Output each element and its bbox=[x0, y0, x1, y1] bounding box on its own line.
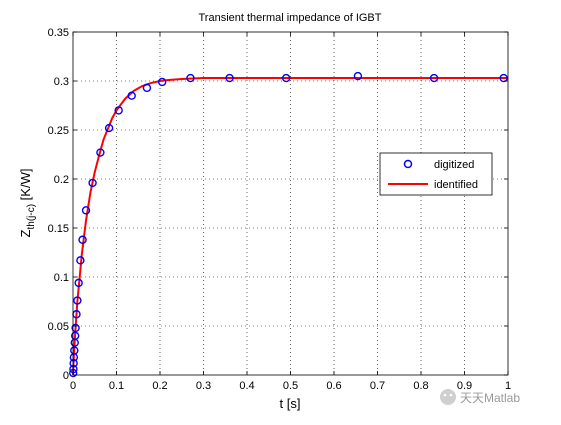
data-point-digitized bbox=[70, 331, 80, 340]
x-tick-label: 0.7 bbox=[370, 380, 385, 392]
y-tick-labels: 0 0.05 0.1 0.15 0.2 0.25 0.3 0.35 bbox=[48, 27, 69, 382]
y-tick-label: 0.25 bbox=[48, 125, 69, 137]
data-point-digitized bbox=[499, 73, 508, 83]
data-point-digitized bbox=[69, 359, 78, 368]
data-point-digitized bbox=[429, 73, 439, 83]
grid bbox=[73, 32, 508, 375]
legend-label-identified: identified bbox=[434, 179, 478, 191]
data-point-digitized bbox=[71, 323, 80, 333]
data-point-digitized bbox=[76, 256, 85, 265]
data-point-digitized bbox=[104, 123, 114, 133]
x-tick-label: 0.8 bbox=[413, 380, 428, 392]
y-tick-label: 0.15 bbox=[48, 223, 69, 235]
y-axis-label-unit: [K/W] bbox=[18, 169, 33, 204]
data-point-digitized bbox=[186, 73, 195, 83]
y-tick-label: 0.05 bbox=[48, 321, 69, 333]
y-axis-label: Zth(j-c) [K/W] bbox=[18, 169, 37, 238]
legend: digitized identified bbox=[379, 152, 493, 196]
data-point-digitized bbox=[96, 148, 105, 157]
x-tick-label: 0.5 bbox=[283, 380, 298, 392]
data-point-digitized bbox=[127, 91, 136, 100]
data-point-digitized bbox=[74, 278, 83, 288]
watermark-text: 天天Matlab bbox=[460, 391, 520, 405]
watermark-logo-eye-icon bbox=[449, 393, 453, 397]
data-point-digitized bbox=[225, 73, 234, 83]
y-axis-label-subscript: th(j-c) bbox=[26, 204, 37, 230]
data-point-digitized bbox=[88, 178, 97, 188]
legend-marker-digitized bbox=[403, 159, 413, 169]
x-tick-label: 0.2 bbox=[152, 380, 167, 392]
series-line-identified bbox=[72, 77, 508, 376]
x-tick-label: 0.4 bbox=[239, 380, 254, 392]
x-tick-label: 1 bbox=[505, 380, 511, 392]
y-tick-label: 0.3 bbox=[54, 76, 69, 88]
series-identified bbox=[72, 77, 508, 376]
x-tick-label: 0.9 bbox=[457, 380, 472, 392]
data-point-digitized bbox=[353, 71, 363, 81]
legend-label-digitized: digitized bbox=[434, 159, 474, 171]
data-point-digitized bbox=[157, 77, 167, 87]
chart-title: Transient thermal impedance of IGBT bbox=[198, 12, 381, 24]
legend-box bbox=[379, 152, 493, 196]
data-point-digitized bbox=[78, 235, 87, 244]
data-point-digitized bbox=[69, 364, 78, 374]
x-tick-label: 0.1 bbox=[109, 380, 124, 392]
x-tick-label: 0 bbox=[70, 380, 76, 392]
watermark-logo-icon bbox=[440, 389, 456, 405]
y-tick-label: 0 bbox=[63, 370, 69, 382]
data-point-digitized bbox=[142, 83, 152, 93]
plot-area bbox=[73, 32, 508, 375]
data-point-digitized bbox=[70, 346, 79, 355]
data-point-digitized bbox=[81, 206, 91, 215]
data-point-digitized bbox=[73, 296, 82, 305]
y-axis-label-main: Z bbox=[18, 229, 33, 237]
data-point-digitized bbox=[281, 73, 291, 83]
y-tick-label: 0.1 bbox=[54, 272, 69, 284]
x-axis-label: t [s] bbox=[280, 396, 301, 411]
x-tick-label: 0.3 bbox=[196, 380, 211, 392]
ticks bbox=[72, 31, 509, 376]
watermark: 天天Matlab bbox=[440, 389, 520, 405]
series-digitized bbox=[69, 71, 508, 378]
y-tick-label: 0.35 bbox=[48, 27, 69, 39]
watermark-logo-eye-icon bbox=[443, 393, 447, 397]
data-point-digitized bbox=[114, 106, 123, 115]
y-tick-label: 0.2 bbox=[54, 174, 69, 186]
x-tick-labels: 0 0.1 0.2 0.3 0.4 0.5 0.6 0.7 0.8 0.9 1 bbox=[70, 380, 511, 392]
x-tick-label: 0.6 bbox=[326, 380, 341, 392]
